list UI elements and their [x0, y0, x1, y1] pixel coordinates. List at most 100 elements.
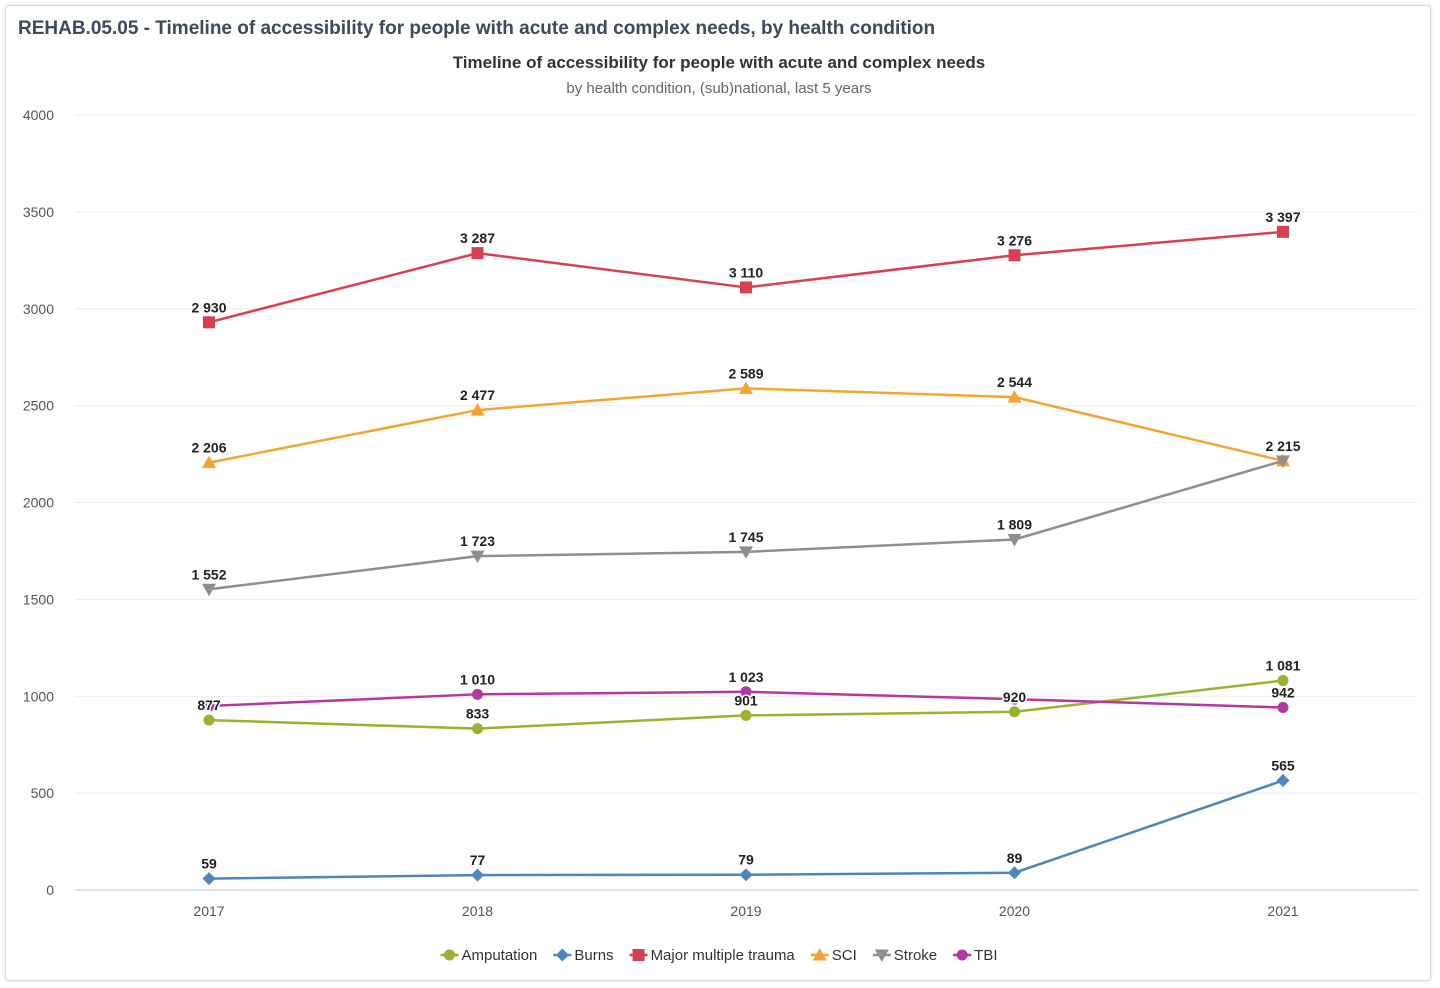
x-tick-label: 2021: [1267, 903, 1298, 919]
series-line-sci[interactable]: [208, 387, 1284, 464]
data-label-tbi: 1 023: [728, 669, 763, 685]
x-tick-label: 2018: [462, 903, 493, 919]
data-point-stroke[interactable]: [739, 546, 753, 559]
data-label-major-multiple-trauma: 3 276: [997, 232, 1032, 248]
data-point-amputation[interactable]: [740, 709, 752, 721]
data-point-major-multiple-trauma[interactable]: [1277, 225, 1289, 238]
data-label-burns: 89: [1007, 850, 1023, 866]
x-axis: 2017 2018 2019 2020 2021: [193, 903, 1298, 919]
data-label-amputation: 901: [734, 692, 758, 708]
data-point-burns[interactable]: [739, 868, 753, 882]
data-point-amputation[interactable]: [472, 723, 483, 735]
series-burns[interactable]: [202, 774, 1290, 886]
legend-item-amputation[interactable]: Amputation: [440, 947, 537, 964]
data-point-major-multiple-trauma[interactable]: [1008, 249, 1021, 262]
data-label-stroke: 1 723: [460, 533, 495, 549]
y-tick-label: 2500: [23, 398, 54, 414]
y-axis: 0 500 1000 1500 2000 2500 3000 3500 4000: [23, 107, 54, 898]
panel-title: REHAB.05.05 - Timeline of accessibility …: [18, 18, 936, 39]
data-point-sci[interactable]: [739, 381, 753, 394]
data-point-amputation[interactable]: [203, 714, 215, 726]
legend-marker-burns[interactable]: [555, 948, 569, 962]
data-point-burns[interactable]: [1008, 866, 1021, 880]
data-point-major-multiple-trauma[interactable]: [203, 316, 215, 329]
data-point-sci[interactable]: [1007, 390, 1022, 403]
legend-marker-tbi[interactable]: [956, 949, 968, 961]
data-point-sci[interactable]: [202, 455, 216, 469]
data-label-burns: 565: [1271, 758, 1295, 774]
legend-marker-sci[interactable]: [812, 948, 827, 961]
data-point-major-multiple-trauma[interactable]: [471, 247, 484, 260]
data-label-amputation: 1 081: [1265, 658, 1300, 674]
x-tick-label: 2019: [730, 903, 761, 919]
data-point-major-multiple-trauma[interactable]: [740, 281, 752, 294]
data-label-sci: 2 215: [1265, 438, 1300, 454]
data-label-sci: 2 206: [191, 440, 226, 456]
data-label-amputation: 920: [1003, 689, 1027, 705]
series-tbi[interactable]: [203, 686, 1289, 713]
legend-item-major-multiple-trauma[interactable]: Major multiple trauma: [629, 947, 796, 964]
data-point-tbi[interactable]: [1009, 693, 1020, 705]
legend-marker-amputation[interactable]: [443, 949, 455, 961]
legend-label-stroke: Stroke: [894, 947, 937, 964]
data-label-major-multiple-trauma: 3 397: [1265, 209, 1300, 225]
series-group: [202, 225, 1290, 886]
legend-item-stroke[interactable]: Stroke: [872, 947, 937, 964]
y-tick-label: 3000: [23, 301, 54, 317]
y-tick-label: 1000: [23, 688, 54, 704]
y-tick-label: 500: [31, 785, 55, 801]
series-sci[interactable]: [202, 381, 1290, 469]
legend-label-burns: Burns: [574, 947, 613, 964]
data-label-sci: 2 589: [728, 365, 763, 381]
data-label-stroke: 1 552: [191, 566, 226, 582]
data-point-stroke[interactable]: [470, 550, 485, 564]
legend-item-sci[interactable]: SCI: [810, 947, 857, 964]
series-major-multiple-trauma[interactable]: [203, 225, 1289, 329]
data-label-major-multiple-trauma: 3 287: [460, 230, 495, 246]
legend-label-sci: SCI: [832, 947, 857, 964]
data-label-burns: 79: [738, 852, 754, 868]
data-label-stroke: 1 745: [728, 529, 763, 545]
data-point-stroke[interactable]: [202, 583, 216, 597]
data-label-major-multiple-trauma: 2 930: [191, 299, 226, 315]
data-label-sci: 2 544: [997, 374, 1032, 390]
data-point-burns[interactable]: [1276, 774, 1290, 788]
legend-label-amputation: Amputation: [461, 947, 537, 964]
data-point-stroke[interactable]: [1007, 534, 1022, 547]
legend-marker-stroke[interactable]: [874, 949, 889, 963]
legend-label-tbi: TBI: [974, 947, 997, 964]
data-point-amputation[interactable]: [1277, 675, 1289, 687]
gridlines: [75, 114, 1418, 891]
series-stroke[interactable]: [202, 455, 1290, 597]
data-label-burns: 77: [470, 852, 486, 868]
legend-item-tbi[interactable]: TBI: [953, 947, 998, 964]
data-point-sci[interactable]: [470, 403, 485, 416]
chart-panel: REHAB.05.05 - Timeline of accessibility …: [5, 5, 1431, 981]
x-tick-label: 2020: [999, 903, 1030, 919]
chart-title: Timeline of accessibility for people wit…: [453, 53, 986, 72]
data-point-burns[interactable]: [471, 868, 484, 882]
series-line-stroke[interactable]: [208, 459, 1284, 591]
chart-subtitle: by health condition, (sub)national, last…: [566, 80, 871, 97]
data-point-stroke[interactable]: [1276, 455, 1290, 468]
data-point-burns[interactable]: [202, 872, 216, 886]
data-point-amputation[interactable]: [1009, 706, 1020, 718]
legend[interactable]: Amputation Burns Major multiple trauma SCI S…: [440, 947, 998, 964]
data-labels: 877 833 901 920 1 081 59 77 79 89 565 2 930 3 287 3 …: [190, 207, 1302, 873]
data-point-tbi[interactable]: [740, 686, 752, 698]
legend-label-major-multiple-trauma: Major multiple trauma: [651, 947, 796, 964]
data-point-tbi[interactable]: [472, 688, 483, 700]
y-tick-label: 4000: [23, 107, 54, 123]
data-label-major-multiple-trauma: 3 110: [729, 264, 763, 280]
data-label-burns: 59: [201, 856, 217, 872]
data-label-sci: 2 477: [460, 387, 495, 403]
y-tick-label: 2000: [23, 495, 54, 511]
data-point-tbi[interactable]: [203, 700, 215, 712]
data-label-stroke: 1 809: [997, 517, 1032, 533]
legend-item-burns[interactable]: Burns: [553, 947, 614, 964]
data-label-amputation: 877: [197, 697, 221, 713]
data-label-tbi: 1 010: [460, 671, 495, 687]
data-point-tbi[interactable]: [1277, 701, 1289, 713]
legend-marker-major-multiple-trauma[interactable]: [632, 949, 645, 961]
